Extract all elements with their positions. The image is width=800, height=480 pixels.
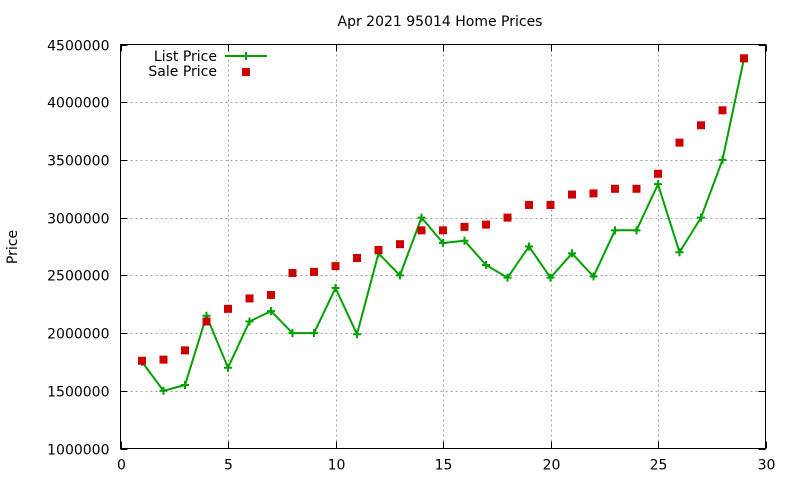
list-price-point bbox=[417, 213, 426, 222]
chart-title: Apr 2021 95014 Home Prices bbox=[338, 14, 543, 30]
sale-price-point bbox=[503, 213, 512, 222]
sale-price-point bbox=[675, 138, 684, 147]
x-tick-label: 20 bbox=[543, 458, 561, 474]
list-price-point bbox=[503, 273, 512, 282]
list-price-point bbox=[589, 272, 598, 281]
list-price-point bbox=[611, 226, 619, 235]
sale-price-point bbox=[396, 240, 404, 249]
x-tick-label: 5 bbox=[224, 458, 233, 474]
plot-frame bbox=[120, 44, 766, 449]
y-tick-label: 2500000 bbox=[47, 269, 109, 285]
sale-price-point bbox=[267, 290, 275, 299]
sale-price-point bbox=[353, 254, 361, 263]
y-tick-label: 2000000 bbox=[47, 327, 109, 343]
sale-price-point bbox=[138, 356, 146, 365]
sale-price-point bbox=[181, 346, 189, 355]
sale-price-point bbox=[460, 222, 469, 231]
sale-price-point bbox=[611, 184, 619, 193]
list-price-point bbox=[224, 363, 232, 372]
list-price-point bbox=[697, 213, 705, 222]
list-price-point bbox=[181, 381, 189, 390]
sale-price-point bbox=[740, 54, 748, 63]
x-tick-label: 0 bbox=[117, 458, 126, 474]
y-axis-label: Price bbox=[5, 230, 21, 264]
x-tick-label: 15 bbox=[435, 458, 453, 474]
sale-price-point bbox=[482, 220, 490, 229]
series bbox=[138, 54, 748, 395]
sale-price-point bbox=[546, 200, 555, 209]
y-tick-label: 4500000 bbox=[47, 39, 109, 55]
list-price-point bbox=[159, 386, 168, 395]
sale-price-point bbox=[654, 169, 662, 178]
sale-price-point bbox=[568, 190, 576, 199]
sale-price-point bbox=[331, 262, 340, 271]
legend-marker-list-price bbox=[242, 52, 250, 60]
list-price-point bbox=[439, 239, 447, 248]
sale-price-point bbox=[159, 355, 168, 364]
list-price-point bbox=[568, 249, 576, 258]
sale-price-point bbox=[589, 189, 598, 198]
list-price-point bbox=[267, 307, 275, 316]
sale-price-point bbox=[417, 226, 426, 235]
sale-price-point bbox=[374, 245, 383, 254]
list-price-point bbox=[718, 155, 727, 164]
list-price-point bbox=[675, 248, 684, 257]
list-price-point bbox=[331, 284, 340, 293]
legend-label-sale-price: Sale Price bbox=[148, 64, 217, 80]
sale-price-point bbox=[632, 184, 641, 193]
y-tick-label: 3500000 bbox=[47, 154, 109, 170]
list-price-point bbox=[525, 242, 533, 251]
y-tick-label: 1500000 bbox=[47, 385, 109, 401]
legend-marker-sale-price bbox=[242, 68, 250, 76]
list-price-point bbox=[310, 329, 318, 338]
legend-label-list-price: List Price bbox=[154, 49, 217, 65]
list-price-point bbox=[288, 329, 297, 338]
sale-price-point bbox=[288, 269, 297, 278]
list-price-point bbox=[654, 180, 662, 189]
list-price-point bbox=[632, 226, 641, 235]
list-price-point bbox=[460, 236, 469, 245]
sale-price-point bbox=[310, 267, 318, 276]
y-tick-label: 1000000 bbox=[47, 443, 109, 459]
y-tick-label: 4000000 bbox=[47, 96, 109, 112]
sale-price-point bbox=[525, 200, 533, 209]
list-price-point bbox=[353, 330, 361, 339]
sale-price-point bbox=[697, 121, 705, 130]
list-price-point bbox=[546, 273, 555, 282]
sale-price-point bbox=[718, 106, 727, 115]
y-tick-label: 3000000 bbox=[47, 212, 109, 228]
sale-price-point bbox=[245, 294, 254, 303]
sale-price-point bbox=[224, 304, 232, 313]
list-price-point bbox=[396, 271, 404, 280]
x-tick-label: 30 bbox=[758, 458, 776, 474]
list-price-point bbox=[245, 317, 254, 326]
list-price-point bbox=[482, 260, 490, 269]
sale-price-point bbox=[439, 226, 447, 235]
axis-ticks: 1000000 1500000 2000000 2500000 3000000 35000… bbox=[47, 39, 775, 474]
x-tick-label: 10 bbox=[328, 458, 346, 474]
x-tick-label: 25 bbox=[650, 458, 668, 474]
sale-price-point bbox=[202, 317, 211, 326]
